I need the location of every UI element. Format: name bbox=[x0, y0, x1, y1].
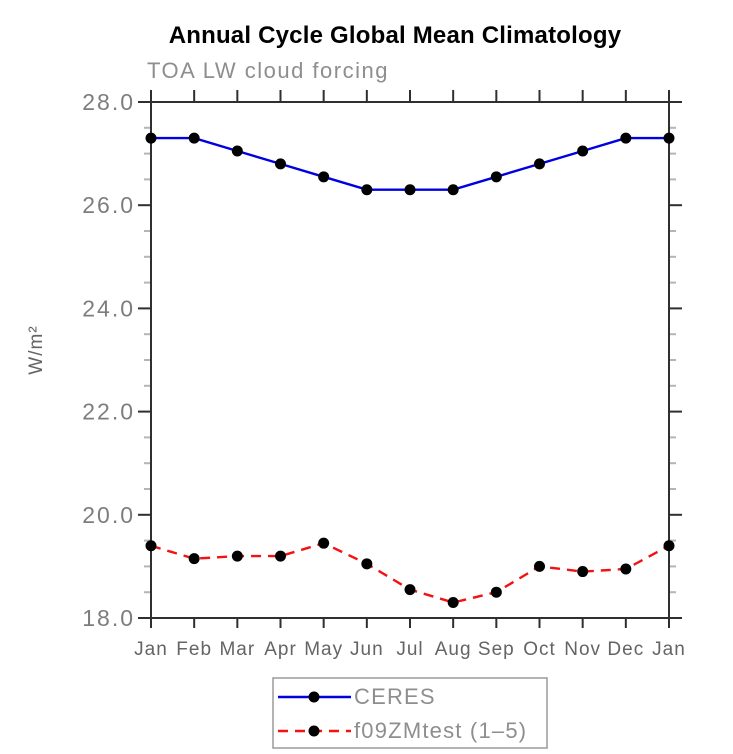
x-axis-tick-label: Apr bbox=[264, 639, 297, 660]
data-point-marker bbox=[620, 563, 632, 575]
y-axis-tick-label: 18.0 bbox=[82, 605, 135, 631]
data-point-marker bbox=[231, 550, 243, 562]
y-axis-label: W/m² bbox=[26, 325, 47, 374]
chart-title: Annual Cycle Global Mean Climatology bbox=[168, 22, 622, 49]
data-point-marker bbox=[188, 553, 200, 565]
legend-box bbox=[272, 677, 548, 749]
ceres-line bbox=[151, 136, 669, 191]
data-point-marker bbox=[275, 550, 286, 562]
plot-frame bbox=[150, 101, 670, 619]
data-point-marker bbox=[275, 158, 286, 170]
data-point-marker bbox=[404, 584, 416, 596]
x-axis-tick-label: Feb bbox=[176, 639, 212, 660]
x-axis-tick-label: Jun bbox=[350, 639, 384, 660]
data-point-marker bbox=[620, 132, 632, 144]
data-point-marker bbox=[447, 184, 459, 196]
legend-marker bbox=[308, 691, 320, 703]
x-axis-tick-label: Nov bbox=[564, 639, 601, 660]
data-point-marker bbox=[145, 540, 157, 552]
x-axis-tick-label: Jul bbox=[396, 639, 423, 660]
data-point-marker bbox=[663, 540, 675, 552]
legend-label: CERES bbox=[354, 684, 436, 709]
chart-subtitle: TOA LW cloud forcing bbox=[147, 58, 389, 83]
x-axis-tick-label: Mar bbox=[219, 639, 255, 660]
data-point-marker bbox=[534, 158, 545, 170]
y-axis-tick-label: 26.0 bbox=[82, 192, 135, 218]
x-axis-tick-label: Jan bbox=[652, 639, 686, 660]
data-point-marker bbox=[490, 171, 502, 183]
data-point-marker bbox=[447, 597, 459, 609]
x-axis-tick-label: May bbox=[304, 639, 343, 660]
data-point-marker bbox=[577, 145, 589, 157]
data-point-marker bbox=[318, 171, 330, 183]
x-axis-tick-label: Oct bbox=[523, 639, 556, 660]
x-axis-tick-label: Aug bbox=[435, 639, 472, 660]
data-point-marker bbox=[188, 132, 200, 144]
data-point-marker bbox=[663, 132, 675, 144]
data-point-marker bbox=[577, 566, 589, 578]
data-point-marker bbox=[361, 184, 373, 196]
y-axis-tick-label: 28.0 bbox=[82, 89, 135, 115]
y-axis-tick-label: 22.0 bbox=[82, 399, 135, 425]
y-axis-tick-label: 20.0 bbox=[82, 502, 135, 528]
data-point-marker bbox=[145, 132, 157, 144]
legend-marker bbox=[308, 725, 320, 737]
legend-label: f09ZMtest (1–5) bbox=[354, 718, 527, 743]
x-axis-tick-label: Jan bbox=[134, 639, 168, 660]
x-axis-tick-label: Sep bbox=[478, 639, 515, 660]
x-axis-tick-label: Dec bbox=[607, 639, 644, 660]
data-point-marker bbox=[404, 184, 416, 196]
data-point-marker bbox=[534, 560, 545, 572]
y-axis-tick-label: 24.0 bbox=[82, 295, 135, 321]
data-point-marker bbox=[490, 586, 502, 598]
data-point-marker bbox=[318, 537, 330, 549]
data-point-marker bbox=[361, 558, 373, 570]
data-point-marker bbox=[231, 145, 243, 157]
